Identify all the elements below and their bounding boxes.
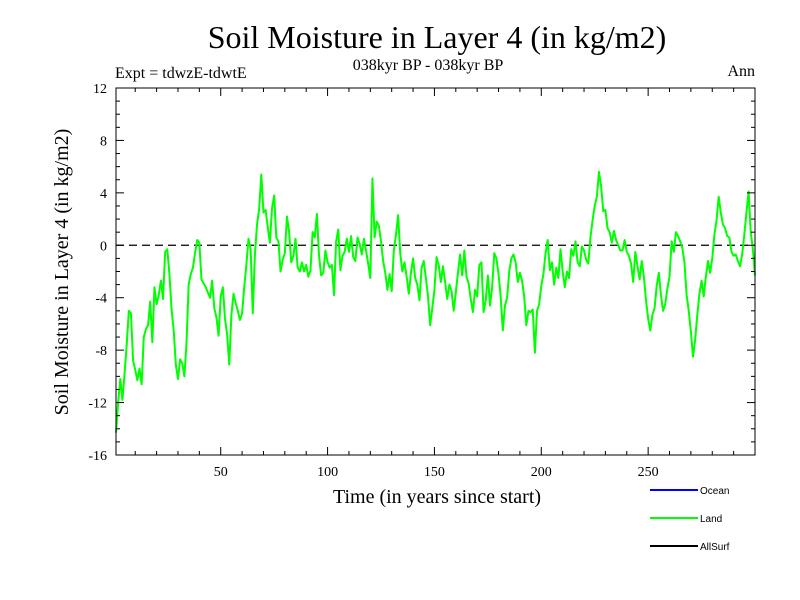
- legend-label-ocean: Ocean: [700, 486, 729, 497]
- x-tick-label: 250: [638, 465, 659, 480]
- legend-item-allsurf: AllSurf: [650, 542, 730, 553]
- chart-title: Soil Moisture in Layer 4 (in kg/m2): [208, 19, 667, 55]
- legend: Ocean Land AllSurf: [650, 486, 730, 553]
- y-tick-label: 0: [100, 239, 107, 254]
- series-line-land: [115, 170, 756, 433]
- x-tick-label: 50: [214, 465, 228, 480]
- legend-item-land: Land: [650, 514, 722, 525]
- x-axis-label: Time (in years since start): [333, 486, 541, 508]
- axis-ticks: [116, 88, 755, 455]
- y-tick-label: 12: [93, 82, 107, 97]
- legend-label-land: Land: [700, 514, 722, 525]
- y-axis-label: Soil Moisture in Layer 4 (in kg/m2): [51, 129, 73, 416]
- season-label: Ann: [727, 63, 755, 80]
- x-tick-labels: 50 100 150 200 250: [214, 465, 659, 480]
- legend-item-ocean: Ocean: [650, 486, 729, 497]
- plot-area: 50 100 150 200 250 12 8 4 0 -4 -8 -12 -16: [88, 82, 756, 480]
- y-tick-label: 8: [100, 134, 107, 149]
- x-tick-label: 100: [317, 465, 338, 480]
- y-tick-label: -16: [88, 449, 107, 464]
- experiment-label: Expt = tdwzE-tdwtE: [115, 65, 247, 82]
- y-tick-label: -12: [88, 397, 107, 412]
- chart-subtitle: 038kyr BP - 038kyr BP: [353, 57, 504, 74]
- y-tick-label: -4: [95, 292, 107, 307]
- x-tick-label: 150: [424, 465, 445, 480]
- y-tick-labels: 12 8 4 0 -4 -8 -12 -16: [88, 82, 107, 464]
- x-tick-label: 200: [531, 465, 552, 480]
- y-tick-label: 4: [100, 187, 107, 202]
- legend-label-allsurf: AllSurf: [700, 542, 730, 553]
- y-tick-label: -8: [95, 344, 107, 359]
